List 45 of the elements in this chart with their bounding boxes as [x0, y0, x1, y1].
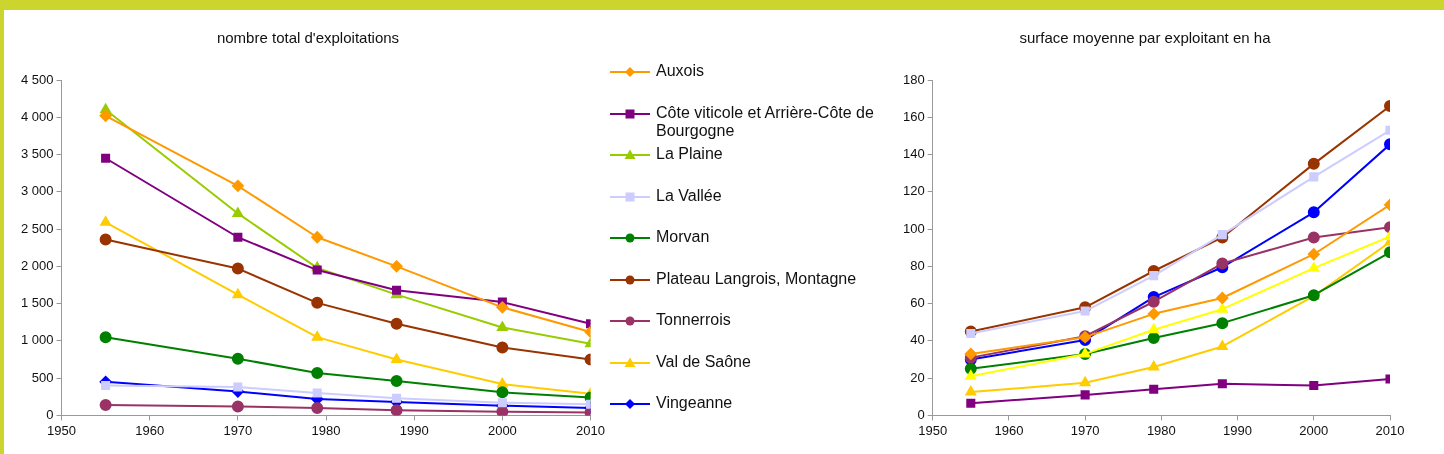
y-tick-label: 500	[31, 369, 54, 385]
y-tick-label: 100	[902, 220, 925, 236]
y-tick-label: 160	[902, 108, 925, 124]
y-tick-label: 1 500	[20, 295, 54, 311]
legend-label: La Vallée	[656, 186, 722, 205]
legend-label: Auxois	[656, 62, 705, 80]
legend-label: La Plaine	[656, 145, 723, 163]
x-tick-label: 1990	[399, 422, 429, 438]
x-tick-label: 1980	[1146, 422, 1176, 438]
x-tick-label: 1970	[1070, 422, 1100, 438]
x-tick-label: 2000	[487, 422, 517, 438]
x-tick-label: 1970	[223, 422, 253, 438]
legend-label: Morvan	[656, 228, 710, 246]
y-tick-label: 80	[910, 257, 925, 273]
y-tick-label: 3 000	[20, 183, 54, 199]
x-tick-label: 1980	[311, 422, 341, 438]
y-tick-label: 0	[46, 406, 54, 422]
y-tick-label: 1 000	[20, 332, 54, 348]
x-tick-label: 1950	[918, 422, 948, 438]
y-tick-label: 40	[910, 332, 925, 348]
x-tick-label: 2010	[1375, 422, 1405, 438]
y-tick-label: 2 500	[20, 220, 54, 236]
chart-title: surface moyenne par exploitant en ha	[1019, 29, 1272, 47]
x-tick-label: 2000	[1299, 422, 1329, 438]
x-tick-label: 1960	[994, 422, 1024, 438]
y-tick-label: 60	[910, 295, 925, 311]
y-tick-label: 4 000	[20, 108, 54, 124]
x-tick-label: 1960	[135, 422, 165, 438]
legend-label: Val de Saône	[656, 352, 751, 371]
legend-label: Plateau Langrois, Montagne	[656, 269, 857, 288]
x-tick-label: 1950	[47, 422, 76, 438]
legend-label: Tonnerrois	[656, 311, 731, 329]
legend-label: Vingeanne	[656, 394, 733, 412]
chart-title: nombre total d'exploitations	[216, 29, 400, 47]
y-tick-label: 180	[902, 71, 925, 87]
legend-label: Côte viticole et Arrière-Côte de Bourgogne	[656, 103, 875, 140]
y-tick-label: 3 500	[20, 146, 54, 162]
x-tick-label: 2010	[576, 422, 605, 438]
y-tick-label: 0	[917, 406, 925, 422]
y-tick-label: 140	[902, 146, 925, 162]
y-tick-label: 20	[910, 369, 925, 385]
x-tick-label: 1990	[1223, 422, 1253, 438]
y-tick-label: 2 000	[20, 257, 54, 273]
y-tick-label: 4 500	[20, 71, 54, 87]
y-tick-label: 120	[902, 183, 925, 199]
